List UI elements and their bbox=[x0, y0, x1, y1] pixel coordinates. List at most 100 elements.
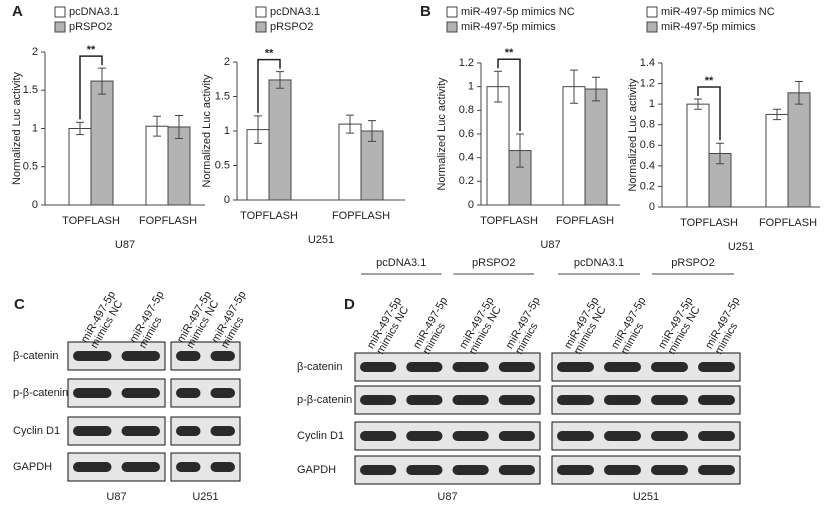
y-tick-label: 1 bbox=[468, 81, 474, 93]
y-axis-label: Normalized Luc activity bbox=[11, 71, 23, 185]
bar bbox=[787, 92, 811, 208]
error-bar bbox=[153, 115, 161, 137]
y-tick-label: 0.2 bbox=[640, 180, 655, 192]
y-tick-label: 1.4 bbox=[640, 57, 655, 69]
y-tick-label: 0.5 bbox=[215, 159, 230, 171]
band bbox=[498, 431, 535, 441]
error-bar bbox=[494, 70, 502, 103]
band bbox=[360, 465, 397, 475]
legend-swatch bbox=[255, 21, 267, 33]
group-label: pcDNA3.1 bbox=[574, 257, 624, 269]
band bbox=[360, 431, 397, 441]
bar bbox=[486, 86, 510, 206]
band bbox=[498, 362, 535, 372]
band bbox=[121, 426, 160, 436]
band bbox=[651, 465, 688, 475]
y-tick-label: 1.5 bbox=[215, 90, 230, 102]
bar bbox=[765, 113, 789, 208]
band bbox=[73, 426, 112, 436]
bar bbox=[584, 88, 608, 206]
band bbox=[651, 431, 688, 441]
legend-label: miR-497-5p mimics NC bbox=[461, 6, 575, 18]
band bbox=[360, 395, 397, 405]
cell-line-label: U87 bbox=[106, 491, 126, 503]
x-tick-label: TOPFLASH bbox=[240, 210, 298, 222]
band bbox=[452, 362, 489, 372]
group-label: pcDNA3.1 bbox=[376, 257, 426, 269]
band bbox=[176, 426, 201, 436]
significance-bracket bbox=[697, 86, 721, 141]
band bbox=[406, 431, 443, 441]
legend-label: miR-497-5p mimics bbox=[461, 21, 556, 33]
band bbox=[406, 395, 443, 405]
error-bar bbox=[773, 108, 781, 121]
bar bbox=[145, 125, 169, 206]
band bbox=[176, 351, 201, 361]
band bbox=[498, 465, 535, 475]
band bbox=[651, 395, 688, 405]
x-axis-label: U87 bbox=[540, 239, 560, 251]
y-tick-label: 2 bbox=[32, 46, 38, 58]
y-tick-label: 0 bbox=[468, 199, 474, 211]
legend-label: pRSPO2 bbox=[69, 21, 112, 33]
significance-label: ** bbox=[505, 47, 514, 59]
legend-swatch bbox=[646, 21, 658, 33]
bar bbox=[268, 79, 292, 201]
significance-label: ** bbox=[705, 75, 714, 87]
y-axis-label: Normalized Luc activity bbox=[436, 77, 448, 191]
significance-bracket bbox=[497, 58, 521, 131]
error-bar bbox=[175, 114, 183, 139]
y-tick-label: 1.2 bbox=[459, 57, 474, 69]
y-tick-label: 1 bbox=[649, 98, 655, 110]
y-tick-label: 0.6 bbox=[459, 128, 474, 140]
error-bar bbox=[570, 69, 578, 104]
band bbox=[73, 351, 112, 361]
error-bar bbox=[346, 114, 354, 134]
y-axis-label: Normalized Luc activity bbox=[627, 78, 639, 192]
x-tick-label: FOPFLASH bbox=[759, 217, 817, 229]
x-tick-label: FOPFLASH bbox=[139, 215, 197, 227]
row-label: GAPDH bbox=[297, 464, 336, 476]
x-axis-label: U251 bbox=[308, 234, 334, 246]
band bbox=[452, 431, 489, 441]
panel-letter: C bbox=[14, 296, 25, 313]
legend-swatch bbox=[446, 6, 458, 18]
row-label: p-β-catenin bbox=[13, 387, 68, 399]
row-label: Cyclin D1 bbox=[13, 425, 60, 437]
bar bbox=[338, 123, 362, 201]
y-tick-label: 0 bbox=[32, 199, 38, 211]
significance-bracket bbox=[257, 58, 281, 113]
panel-letter: B bbox=[420, 3, 431, 20]
y-tick-label: 0.2 bbox=[459, 175, 474, 187]
y-tick-label: 0.8 bbox=[459, 104, 474, 116]
error-bar bbox=[694, 98, 702, 110]
band bbox=[698, 431, 735, 441]
band bbox=[210, 351, 235, 361]
band bbox=[651, 362, 688, 372]
x-tick-label: TOPFLASH bbox=[62, 215, 120, 227]
y-axis-label: Normalized Luc activity bbox=[201, 74, 213, 188]
group-label: pRSPO2 bbox=[671, 257, 714, 269]
y-tick-label: 0.4 bbox=[459, 152, 474, 164]
band bbox=[604, 362, 641, 372]
legend-swatch bbox=[446, 21, 458, 33]
x-axis-label: U87 bbox=[115, 239, 135, 251]
band bbox=[176, 388, 201, 398]
x-tick-label: TOPFLASH bbox=[680, 217, 738, 229]
significance-label: ** bbox=[265, 48, 274, 60]
band bbox=[557, 465, 594, 475]
band bbox=[406, 362, 443, 372]
error-bar bbox=[254, 115, 262, 144]
cell-line-label: U251 bbox=[633, 491, 659, 503]
error-bar bbox=[592, 76, 600, 102]
band bbox=[498, 395, 535, 405]
error-bar bbox=[76, 121, 84, 136]
band bbox=[121, 351, 160, 361]
